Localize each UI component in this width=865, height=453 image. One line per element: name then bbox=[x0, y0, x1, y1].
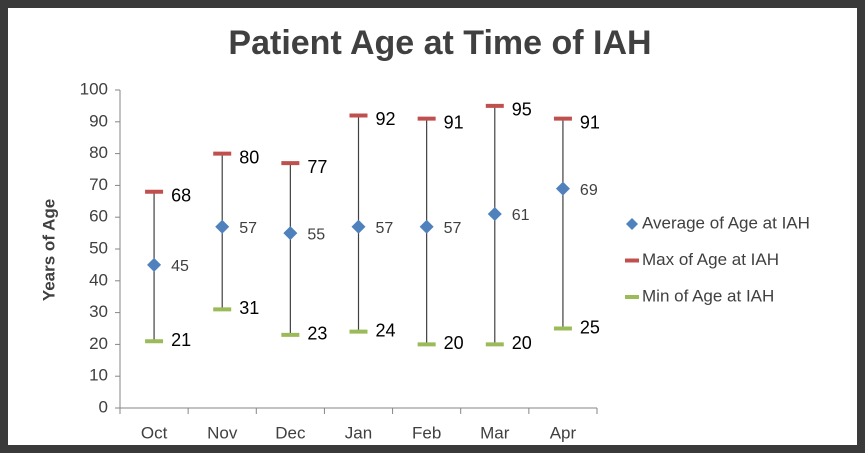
y-axis-title: Years of Age bbox=[39, 199, 58, 301]
x-tick-label: Jan bbox=[345, 423, 372, 442]
chart-title: Patient Age at Time of IAH bbox=[228, 24, 651, 62]
x-tick-label: Nov bbox=[207, 423, 238, 442]
x-tick-label: Feb bbox=[412, 423, 441, 442]
data-label: 55 bbox=[307, 226, 325, 243]
y-tick-label: 50 bbox=[89, 238, 108, 257]
y-tick-label: 100 bbox=[80, 79, 108, 98]
x-tick-label: Oct bbox=[141, 423, 168, 442]
data-label: 57 bbox=[444, 220, 462, 237]
y-tick-label: 60 bbox=[89, 207, 108, 226]
data-label: 31 bbox=[239, 298, 259, 318]
data-label: 77 bbox=[307, 157, 327, 177]
average-marker bbox=[555, 181, 570, 196]
data-label: 21 bbox=[171, 330, 191, 350]
data-label: 24 bbox=[376, 320, 396, 340]
data-label: 80 bbox=[239, 147, 259, 167]
y-tick-label: 30 bbox=[89, 302, 108, 321]
average-marker bbox=[487, 207, 502, 222]
data-label: 69 bbox=[580, 182, 598, 199]
data-label: 61 bbox=[512, 207, 530, 224]
x-tick-label: Mar bbox=[480, 423, 510, 442]
data-label: 57 bbox=[376, 220, 394, 237]
y-tick-label: 40 bbox=[89, 270, 108, 289]
y-tick-label: 0 bbox=[99, 397, 108, 416]
data-label: 57 bbox=[239, 220, 257, 237]
y-tick-label: 70 bbox=[89, 175, 108, 194]
y-tick-label: 20 bbox=[89, 334, 108, 353]
data-label: 23 bbox=[307, 324, 327, 344]
average-marker bbox=[419, 219, 434, 234]
data-label: 91 bbox=[444, 112, 464, 132]
y-tick-label: 90 bbox=[89, 111, 108, 130]
legend-label: Average of Age at IAH bbox=[642, 213, 810, 232]
y-tick-label: 10 bbox=[89, 366, 108, 385]
x-tick-label: Apr bbox=[550, 423, 577, 442]
data-label: 68 bbox=[171, 186, 191, 206]
average-marker bbox=[283, 226, 298, 241]
average-marker bbox=[147, 257, 162, 272]
legend-label: Max of Age at IAH bbox=[642, 250, 779, 269]
average-marker bbox=[215, 219, 230, 234]
data-label: 92 bbox=[376, 109, 396, 129]
data-label: 20 bbox=[444, 333, 464, 353]
x-tick-label: Dec bbox=[275, 423, 306, 442]
y-tick-label: 80 bbox=[89, 143, 108, 162]
legend-label: Min of Age at IAH bbox=[642, 286, 774, 305]
legend-marker bbox=[626, 218, 638, 230]
data-label: 91 bbox=[580, 112, 600, 132]
data-label: 95 bbox=[512, 100, 532, 120]
data-label: 20 bbox=[512, 333, 532, 353]
average-marker bbox=[351, 219, 366, 234]
data-label: 25 bbox=[580, 317, 600, 337]
data-label: 45 bbox=[171, 258, 189, 275]
